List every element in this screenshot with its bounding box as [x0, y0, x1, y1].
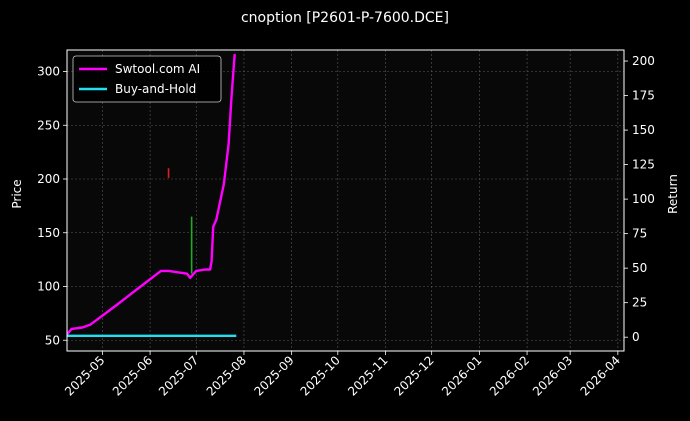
series-line [67, 54, 236, 336]
chart-title: cnoption [P2601-P-7600.DCE] [241, 10, 449, 26]
series-group [67, 54, 237, 337]
y2-tick-label: 0 [632, 330, 640, 344]
y-tick-label: 100 [37, 280, 60, 294]
legend-label: Buy-and-Hold [115, 82, 196, 96]
y-tick-label: 250 [37, 118, 60, 132]
y2-tick-label: 125 [632, 158, 655, 172]
y-tick-label: 150 [37, 226, 60, 240]
y2-tick-label: 200 [632, 54, 655, 68]
y2-tick-label: 25 [632, 296, 647, 310]
y-tick-label: 50 [45, 333, 60, 347]
y2-tick-label: 150 [632, 123, 655, 137]
y-axis-label: Price [10, 179, 24, 208]
y-tick-label: 200 [37, 172, 60, 186]
y-tick-label: 300 [37, 65, 60, 79]
y2-tick-label: 75 [632, 227, 647, 241]
legend-label: Swtool.com AI [115, 62, 200, 76]
legend: Swtool.com AI Buy-and-Hold [72, 55, 222, 103]
y2-tick-label: 50 [632, 261, 647, 275]
legend-box [72, 55, 222, 103]
y2-tick-label: 100 [632, 192, 655, 206]
y2-tick-label: 175 [632, 89, 655, 103]
y2-axis-label: Return [666, 174, 680, 214]
plot-frame [66, 49, 625, 352]
